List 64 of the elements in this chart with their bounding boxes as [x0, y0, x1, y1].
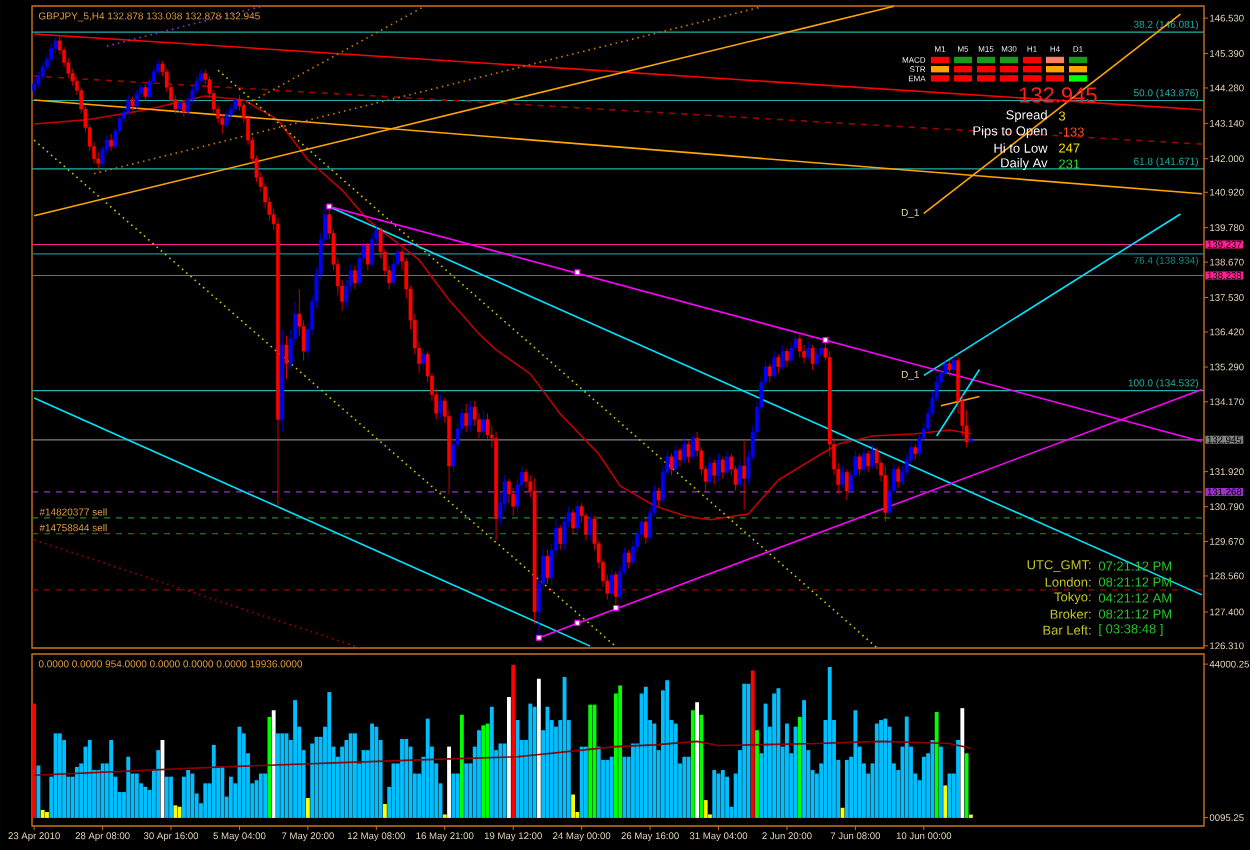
- candlestick: [370, 232, 374, 268]
- point: [535, 634, 542, 641]
- candlestick: [575, 499, 580, 535]
- candlestick: [626, 549, 631, 569]
- candlestick: [468, 400, 473, 433]
- candlestick: [712, 459, 717, 486]
- candlestick: [656, 487, 661, 507]
- candlestick: [772, 350, 777, 380]
- point: [822, 337, 829, 344]
- line-series: [33, 740, 972, 777]
- candlestick: [524, 468, 528, 489]
- candlestick: [464, 403, 469, 433]
- candlestick: [682, 437, 687, 464]
- point: [612, 604, 619, 611]
- candlestick: [558, 524, 563, 551]
- candlestick: [353, 265, 357, 290]
- candlestick: [742, 440, 747, 510]
- candlestick: [806, 341, 811, 361]
- candlestick: [485, 412, 490, 442]
- candlestick: [49, 43, 54, 63]
- candlestick: [840, 465, 845, 489]
- candlestick: [438, 394, 443, 420]
- candlestick: [690, 434, 695, 461]
- candlestick: [613, 571, 618, 609]
- candlestick: [883, 465, 888, 523]
- candlestick: [421, 347, 426, 371]
- candlestick: [643, 518, 648, 545]
- candlestick: [673, 443, 678, 473]
- point: [574, 269, 581, 276]
- candlestick: [780, 344, 785, 371]
- candlestick: [686, 440, 691, 464]
- candlestick: [220, 113, 225, 135]
- candlestick: [109, 133, 114, 152]
- candlestick: [481, 409, 486, 439]
- candlestick: [862, 447, 866, 473]
- candlestick: [737, 459, 742, 489]
- candlestick: [229, 104, 233, 121]
- candlestick: [810, 344, 815, 371]
- line-series: [33, 95, 972, 521]
- candlestick: [866, 450, 871, 473]
- candlestick: [785, 347, 789, 368]
- candlestick: [678, 447, 682, 467]
- candlestick: [609, 568, 614, 600]
- candlestick: [545, 549, 550, 585]
- candlestick: [844, 468, 849, 501]
- candlestick: [708, 456, 712, 486]
- candlestick: [870, 443, 875, 470]
- candlestick: [896, 465, 901, 489]
- candlestick: [716, 453, 721, 482]
- point: [326, 203, 333, 210]
- candlestick: [588, 512, 593, 541]
- candlestick: [814, 347, 819, 368]
- candlestick: [767, 363, 772, 383]
- point: [574, 619, 581, 626]
- candlestick: [725, 450, 729, 476]
- candlestick: [365, 242, 370, 271]
- candlestick: [917, 431, 922, 458]
- candlestick: [789, 341, 794, 365]
- candlestick: [857, 453, 862, 476]
- candlestick: [669, 453, 674, 476]
- candlestick: [776, 353, 781, 374]
- candlestick: [284, 335, 289, 380]
- candlestick: [571, 509, 575, 535]
- candlestick: [720, 456, 725, 479]
